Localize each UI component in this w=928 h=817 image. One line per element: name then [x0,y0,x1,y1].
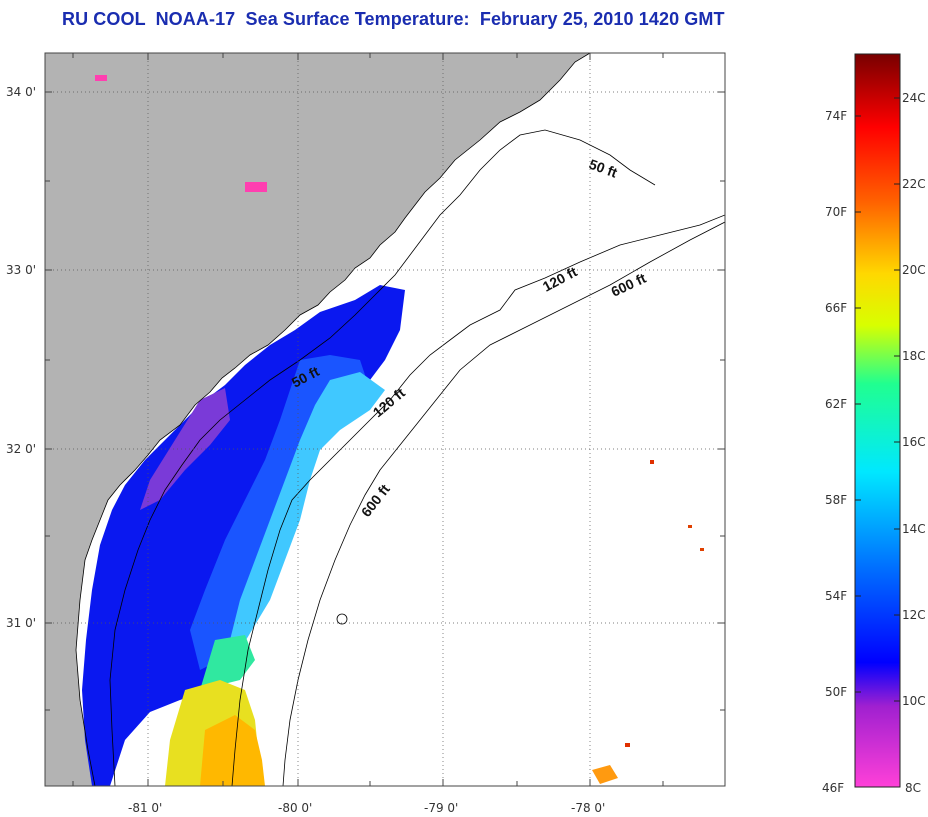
colorbar-c-label: 14C [902,522,926,536]
sst-lake-patch [245,182,267,192]
sst-speck [650,460,654,464]
colorbar-f-label: 50F [825,685,848,699]
contour-50ft [109,129,656,786]
lat-label: 32 0' [6,442,37,456]
sst-speck [625,743,630,747]
map-frame [44,52,726,787]
colorbar-c-label: 16C [902,435,926,449]
lon-label: -79 0' [424,801,459,815]
graticule [45,53,725,786]
colorbar-c-label: 18C [902,349,926,363]
sst-speck [688,525,692,528]
colorbar-c-label: 10C [902,694,926,708]
colorbar-f-label: 66F [825,301,848,315]
contour-seamount [336,613,348,625]
colorbar-c-label: 8C [905,781,922,795]
colorbar-f-label: 58F [825,493,848,507]
colorbar-c-label: 22C [902,177,926,191]
contour-120ft [231,214,725,786]
colorbar-f-label: 54F [825,589,848,603]
colorbar-f-label: 74F [825,109,848,123]
sst-patch-offshore [592,765,618,784]
map-title: RU COOL NOAA-17 Sea Surface Temperature:… [62,9,725,29]
sst-green-patch [200,635,255,690]
axis-ticks [45,53,725,786]
sst-lake-patch [95,75,107,81]
colorbar-f-label: 70F [825,205,848,219]
colorbar-c-label: 20C [902,263,926,277]
colorbar-ticks [855,97,900,702]
lon-label: -78 0' [571,801,606,815]
colorbar-c-label: 24C [902,91,926,105]
colorbar-f-label: 62F [825,397,848,411]
colorbar-f-label: 46F [822,781,845,795]
lon-label: -81 0' [128,801,163,815]
sst-cyan-patch [230,372,385,650]
sst-orange-patch [200,715,265,786]
coastline [75,53,591,786]
sst-speck [700,548,704,551]
lat-label: 31 0' [6,616,37,630]
land-mass [45,53,590,786]
contour-600ft [282,221,725,786]
colorbar [854,53,901,788]
lat-label: 33 0' [6,263,37,277]
lon-label: -80 0' [278,801,313,815]
lat-label: 34 0' [6,85,37,99]
colorbar-c-label: 12C [902,608,926,622]
